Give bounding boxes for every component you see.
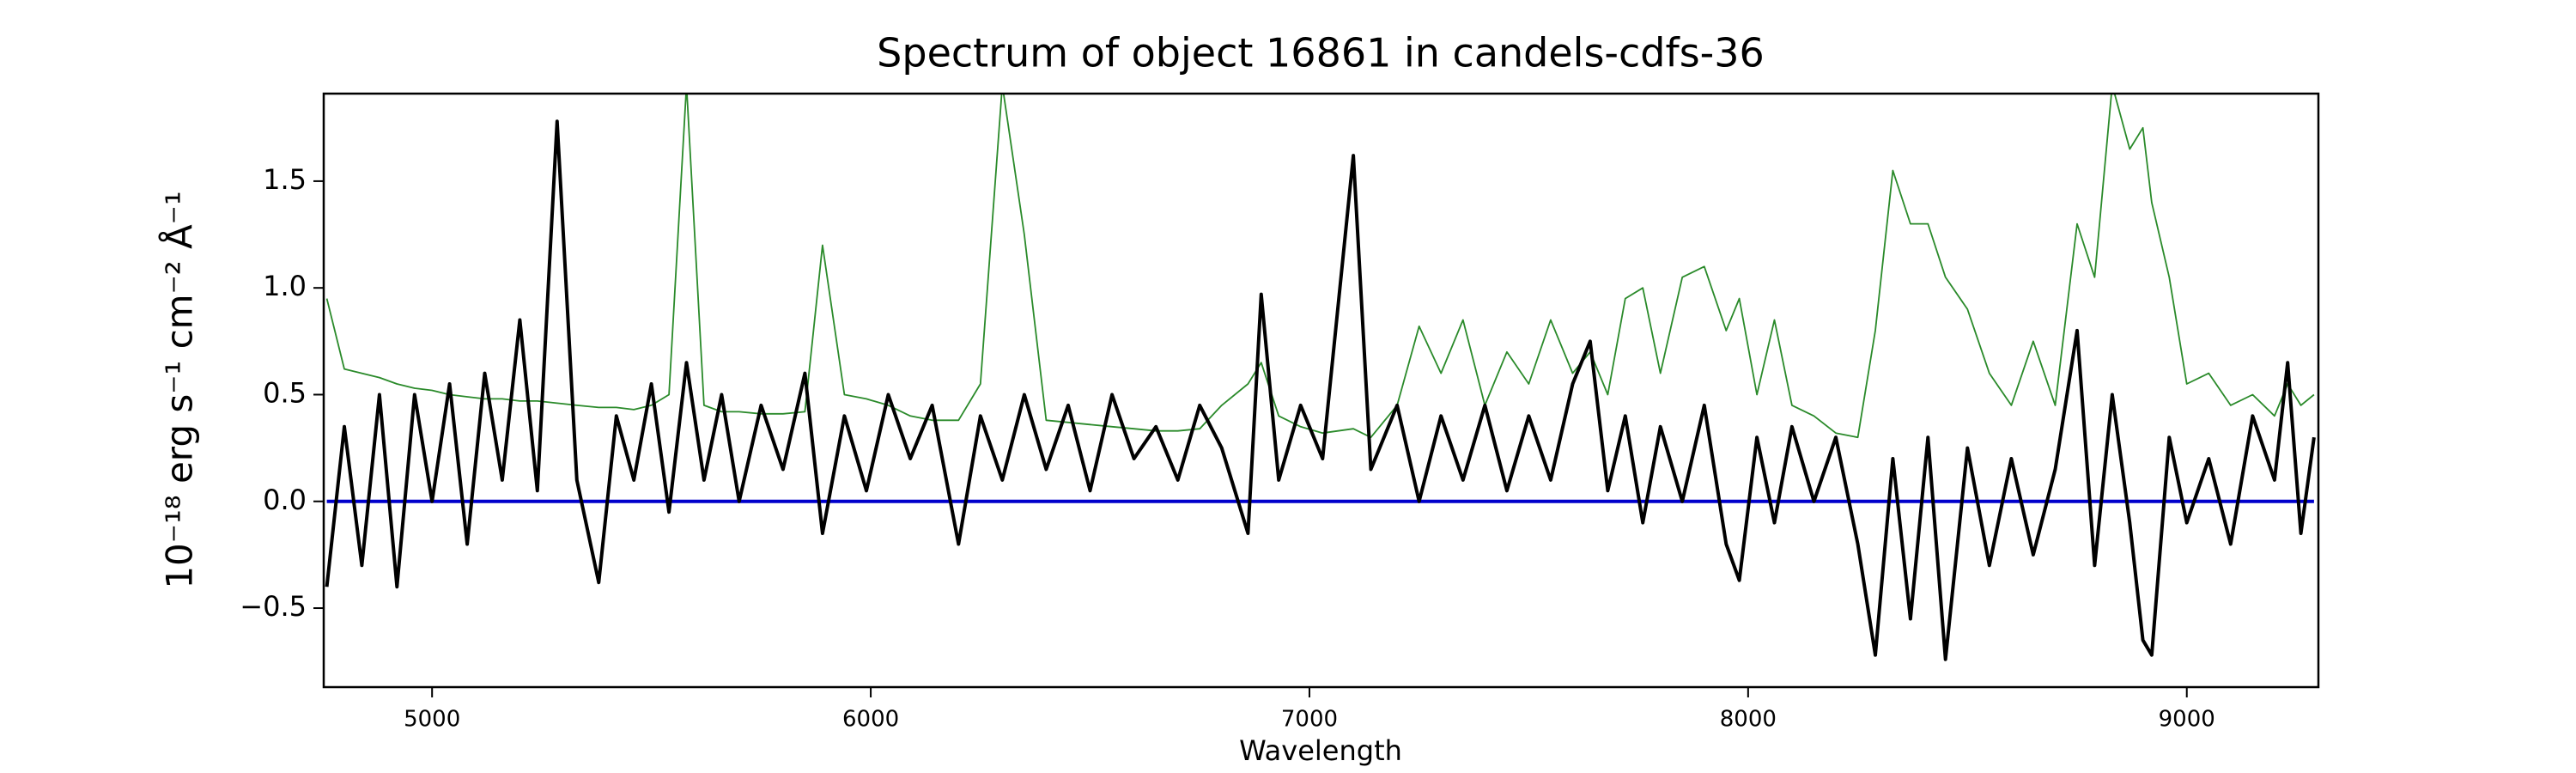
plot-lines	[325, 94, 2316, 661]
x-tick-label: 8000	[1720, 707, 1777, 733]
spectrum-line	[325, 94, 2315, 439]
x-tick-label: 9000	[2159, 707, 2215, 733]
y-tick-label: 0.5	[263, 376, 307, 409]
plot-frame	[322, 92, 2320, 689]
y-tick-label: 1.5	[263, 163, 307, 196]
x-axis-label: Wavelength	[1239, 734, 1402, 767]
x-tick-label: 7000	[1281, 707, 1338, 733]
spectrum-line	[325, 119, 2316, 661]
y-tick-label: 0.0	[263, 484, 307, 516]
y-tick-label: −0.5	[240, 590, 307, 623]
chart-title: Spectrum of object 16861 in candels-cdfs…	[877, 30, 1765, 76]
x-tick-label: 6000	[842, 707, 899, 733]
y-tick-label: 1.0	[263, 270, 307, 302]
y-axis-label: 10⁻¹⁸ erg s⁻¹ cm⁻² Å⁻¹	[158, 191, 201, 588]
x-tick-label: 5000	[404, 707, 460, 733]
